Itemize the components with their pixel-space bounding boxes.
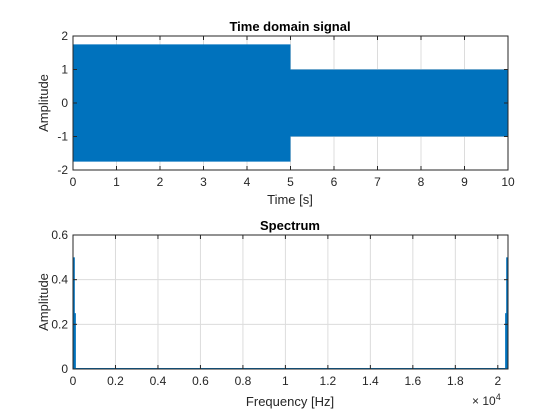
time-domain-y-tick-label: 0 [61, 96, 68, 110]
spectrum-x-exponent-base: × 10 [472, 394, 496, 408]
time-domain-y-tick-label: 1 [61, 63, 68, 77]
time-domain-x-tick-label: 10 [501, 175, 515, 189]
time-domain-x-label: Time [s] [267, 192, 313, 207]
time-domain-x-tick-label: 6 [331, 175, 338, 189]
time-domain-y-label: Amplitude [36, 74, 51, 132]
time-domain-x-ticks: 0 1 2 3 4 5 6 7 8 9 10 [70, 36, 515, 189]
time-domain-x-tick-label: 9 [461, 175, 468, 189]
spectrum-axes: 0 0.2 0.4 0.6 0.8 1 1.2 1.4 1.6 1.8 2 0 0.2 0.4 0.6 S… [36, 218, 509, 409]
time-domain-y-tick-label: 2 [61, 29, 68, 43]
spectrum-x-tick-label: 1 [282, 374, 289, 388]
time-domain-signal-envelope [290, 69, 508, 137]
spectrum-x-exponent-power: 4 [496, 392, 501, 402]
spectrum-x-tick-label: 1.4 [362, 374, 379, 388]
spectrum-title: Spectrum [260, 218, 320, 233]
spectrum-x-tick-label: 0.4 [150, 374, 167, 388]
time-domain-x-tick-label: 5 [287, 175, 294, 189]
spectrum-x-tick-label: 2 [494, 374, 501, 388]
time-domain-x-tick-label: 4 [244, 175, 251, 189]
spectrum-axes-frame [72, 234, 509, 370]
time-domain-x-tick-label: 3 [200, 175, 207, 189]
time-domain-y-ticks: -2 -1 0 1 2 [57, 29, 508, 177]
spectrum-y-tick-label: 0.6 [51, 228, 68, 242]
time-domain-x-tick-label: 8 [418, 175, 425, 189]
spectrum-x-tick-label: 0.6 [192, 374, 209, 388]
spectrum-x-tick-label: 1.8 [447, 374, 464, 388]
spectrum-x-label: Frequency [Hz] [246, 394, 334, 409]
spectrum-y-tick-label: 0.2 [51, 317, 68, 331]
spectrum-y-label: Amplitude [36, 273, 51, 331]
time-domain-plot-area [73, 44, 508, 162]
spectrum-y-ticks: 0 0.2 0.4 0.6 [51, 228, 508, 376]
spectrum-x-tick-label: 1.6 [405, 374, 422, 388]
time-domain-y-tick-label: -2 [57, 163, 68, 177]
time-domain-x-tick-label: 2 [157, 175, 164, 189]
spectrum-grid [73, 235, 508, 369]
time-domain-x-tick-label: 1 [113, 175, 120, 189]
time-domain-title: Time domain signal [229, 19, 350, 34]
time-domain-x-tick-label: 7 [374, 175, 381, 189]
spectrum-y-tick-label: 0 [61, 362, 68, 376]
spectrum-x-ticks: 0 0.2 0.4 0.6 0.8 1 1.2 1.4 1.6 1.8 2 [70, 235, 501, 388]
time-domain-signal-envelope [73, 44, 291, 162]
spectrum-y-tick-label: 0.4 [51, 273, 68, 287]
spectrum-x-tick-label: 0 [70, 374, 77, 388]
spectrum-x-tick-label: 0.8 [235, 374, 252, 388]
spectrum-x-exponent: × 104 [472, 392, 501, 408]
time-domain-x-tick-label: 0 [70, 175, 77, 189]
time-domain-y-tick-label: -1 [57, 130, 68, 144]
spectrum-x-tick-label: 1.2 [320, 374, 337, 388]
spectrum-x-tick-label: 0.2 [107, 374, 124, 388]
